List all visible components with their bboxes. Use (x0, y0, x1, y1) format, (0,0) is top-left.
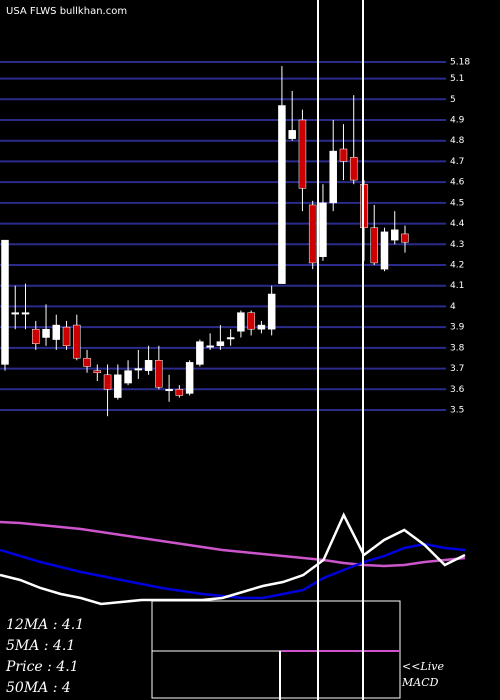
candle-body (155, 360, 163, 388)
chart-title: USA FLWS bullkhan.com (6, 6, 127, 17)
candle-body (165, 389, 173, 392)
candle-body (62, 326, 71, 347)
y-tick-label: 3.9 (450, 323, 465, 333)
candle-body (319, 202, 327, 257)
candle-body (11, 312, 20, 315)
candle-body (175, 389, 184, 396)
y-tick-label: 4.3 (450, 240, 464, 250)
candle-body (114, 374, 122, 398)
candle-body (257, 324, 266, 330)
candle-body (329, 150, 337, 204)
histogram-box (151, 600, 401, 699)
candle-body (308, 204, 317, 264)
macd-line (0, 542, 466, 600)
y-tick-label: 3.8 (450, 343, 465, 353)
candle-body (298, 119, 307, 189)
candle-body (349, 157, 358, 181)
stat-label: 5MA : 4.1 (6, 638, 75, 654)
live-label: MACD (401, 676, 439, 689)
candle-body (103, 374, 112, 390)
y-tick-label: 3.5 (450, 406, 464, 416)
candle-body (93, 370, 102, 373)
y-tick-label: 4.2 (450, 261, 464, 271)
y-tick-label: 4.6 (450, 178, 465, 188)
candle-body (339, 148, 348, 162)
candle-body (370, 227, 378, 264)
candle-body (196, 341, 204, 365)
candle-body (247, 312, 255, 330)
candle-body (267, 293, 276, 330)
candle-body (21, 312, 30, 315)
y-tick-label: 4.8 (450, 136, 465, 146)
macd-line (0, 512, 466, 606)
y-tick-label: 4.9 (450, 116, 465, 126)
candle-body (237, 312, 245, 332)
live-label: <<Live (402, 660, 444, 673)
y-tick-label: 4.5 (450, 198, 464, 208)
candle-body (278, 105, 286, 284)
y-tick-label: 4 (450, 302, 456, 312)
candle-body (42, 328, 50, 338)
candle-body (134, 368, 143, 371)
y-tick-label: 3.7 (450, 364, 464, 374)
candle-body (401, 233, 409, 243)
candle-body (380, 231, 389, 270)
candle-body (185, 362, 194, 394)
candle-body (226, 337, 235, 340)
stat-label: Price : 4.1 (5, 659, 79, 675)
y-tick-label: 3.6 (450, 385, 465, 395)
stat-label: 12MA : 4.1 (6, 617, 84, 633)
y-tick-label: 5.18 (450, 58, 470, 68)
y-tick-label: 4.4 (450, 219, 465, 229)
candle-body (216, 341, 225, 347)
y-tick-label: 5.1 (450, 74, 464, 84)
candle-body (1, 239, 9, 365)
candle-body (144, 360, 153, 371)
candle-body (288, 130, 296, 139)
y-tick-label: 4.7 (450, 157, 464, 167)
candle-body (32, 328, 40, 344)
candle-body (390, 229, 399, 241)
y-tick-label: 5 (450, 95, 456, 105)
y-tick-label: 4.1 (450, 281, 464, 291)
macd-line (0, 520, 466, 568)
candle-body (73, 324, 81, 359)
candle-body (52, 324, 61, 340)
candle-body (83, 357, 91, 367)
candle-body (124, 370, 132, 384)
stat-label: 50MA : 4 (6, 680, 71, 696)
candle-body (206, 345, 214, 348)
